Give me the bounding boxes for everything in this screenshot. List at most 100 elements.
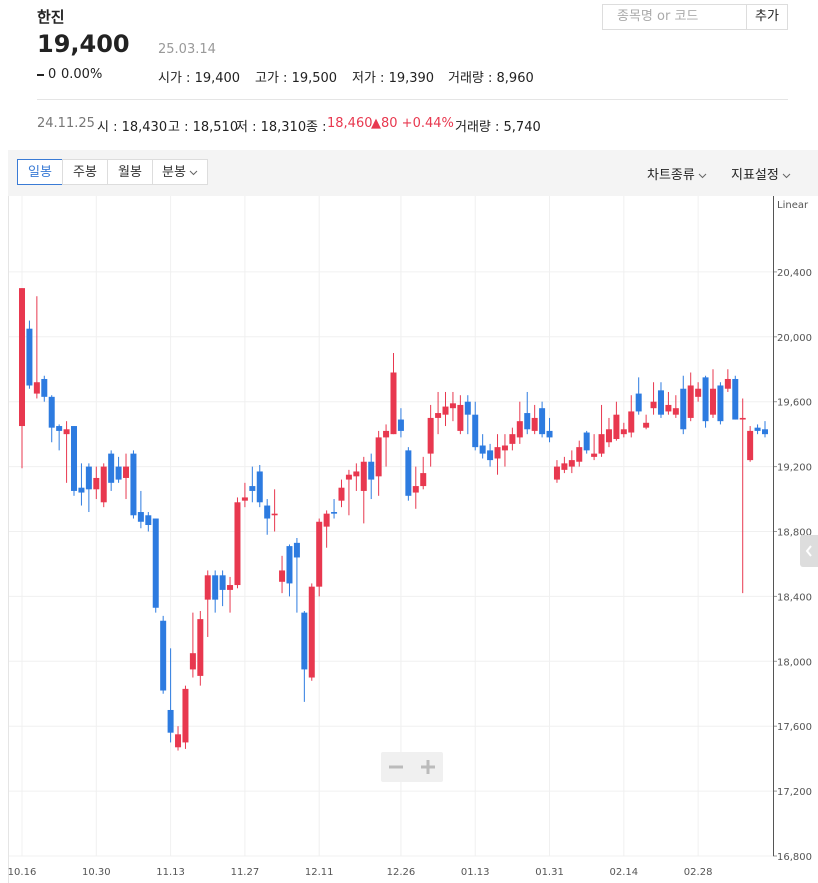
x-tick-label: 02.28 bbox=[684, 867, 713, 878]
flat-icon bbox=[37, 74, 44, 76]
candle-body bbox=[345, 474, 352, 480]
period-button[interactable]: 일봉 bbox=[17, 159, 63, 185]
candle-body bbox=[279, 570, 286, 582]
candle-body bbox=[353, 471, 360, 477]
x-tick-label: 11.13 bbox=[156, 867, 185, 878]
x-tick-label: 01.13 bbox=[461, 867, 490, 878]
chevron bbox=[189, 170, 198, 176]
candle-body bbox=[739, 417, 746, 420]
candle-body bbox=[56, 426, 63, 431]
scale-label: Linear bbox=[777, 200, 809, 211]
candle-body bbox=[19, 288, 25, 427]
chevron bbox=[698, 173, 707, 179]
date: 25.03.14 bbox=[158, 42, 216, 57]
x-tick-label: 10.30 bbox=[82, 867, 111, 878]
candle-body bbox=[620, 429, 627, 435]
candle-body bbox=[479, 445, 486, 454]
y-tick-label: 19,600 bbox=[777, 398, 812, 409]
candle-body bbox=[368, 461, 375, 480]
candle-body bbox=[598, 434, 605, 454]
y-tick-label: 20,400 bbox=[777, 268, 812, 279]
candle-body bbox=[308, 586, 315, 678]
stat: 고가 : 19,500 bbox=[255, 71, 338, 86]
candle-body bbox=[323, 513, 330, 527]
candle-body bbox=[286, 546, 293, 584]
candle-body bbox=[591, 453, 598, 457]
candle-body bbox=[583, 432, 590, 451]
change-pct: 0.00% bbox=[61, 67, 103, 82]
candle-body bbox=[657, 390, 664, 415]
candle-body bbox=[576, 447, 583, 462]
candle-body bbox=[375, 437, 382, 477]
candle-body bbox=[78, 487, 85, 493]
search-input[interactable]: 종목명 or 코드 bbox=[602, 4, 747, 30]
candle-body bbox=[435, 413, 442, 418]
label: 차트종류 bbox=[647, 168, 695, 183]
candle-body bbox=[568, 460, 575, 467]
candle-body bbox=[680, 388, 687, 430]
candle-body bbox=[494, 447, 501, 459]
candle-body bbox=[390, 372, 397, 435]
candle-body bbox=[175, 734, 182, 748]
candle-body bbox=[531, 417, 538, 431]
candle-body bbox=[539, 408, 546, 435]
candle-body bbox=[405, 450, 412, 496]
candle-body bbox=[160, 620, 167, 691]
y-tick-label: 18,800 bbox=[777, 528, 812, 539]
candle-body bbox=[472, 414, 479, 448]
candle-body bbox=[152, 518, 159, 608]
x-tick-label: 10.16 bbox=[8, 867, 37, 878]
candle-body bbox=[123, 466, 130, 478]
candle-body bbox=[643, 422, 650, 428]
add-button[interactable]: 추가 bbox=[747, 4, 788, 30]
candle-body bbox=[747, 430, 754, 461]
info-close: 18,460 bbox=[327, 116, 373, 131]
arrow bbox=[805, 545, 812, 557]
side-tab[interactable] bbox=[800, 535, 818, 567]
candle-body bbox=[754, 427, 761, 431]
candle-body bbox=[85, 466, 92, 490]
zoom-control bbox=[381, 752, 443, 782]
candle-body bbox=[665, 404, 672, 412]
chart: Linear 16,800 17,200 17,600 18,000 18,400 18,… bbox=[8, 196, 812, 883]
chart-type-menu[interactable]: 차트종류 bbox=[647, 164, 707, 183]
x-tick-label: 12.26 bbox=[387, 867, 416, 878]
candle-body bbox=[301, 612, 308, 670]
period-button[interactable]: 주봉 bbox=[62, 159, 108, 185]
candle-body bbox=[509, 434, 516, 444]
stat: 거래량 : 8,960 bbox=[448, 71, 534, 86]
candle-body bbox=[219, 575, 226, 590]
candle-body bbox=[204, 575, 211, 600]
candle-body bbox=[256, 471, 263, 503]
candle-body bbox=[650, 401, 657, 409]
candle-body bbox=[762, 429, 768, 435]
candle-body bbox=[33, 382, 40, 394]
candle-body bbox=[732, 378, 739, 420]
candle-body bbox=[264, 505, 271, 519]
x-tick-label: 02.14 bbox=[610, 867, 639, 878]
label: 지표설정 bbox=[731, 168, 779, 183]
stock-name: 한진 bbox=[37, 8, 65, 26]
candle-body bbox=[137, 512, 144, 522]
candle-body bbox=[464, 401, 471, 415]
candle-body bbox=[383, 430, 390, 438]
candle-body bbox=[717, 385, 724, 422]
x-tick-label: 11.27 bbox=[231, 867, 260, 878]
candle-body bbox=[397, 419, 404, 431]
candle-body bbox=[93, 477, 100, 490]
candle-body bbox=[63, 429, 70, 435]
y-tick-label: 17,600 bbox=[777, 722, 812, 733]
candle-body bbox=[249, 486, 256, 491]
period-button[interactable]: 월봉 bbox=[107, 159, 153, 185]
chevron bbox=[782, 173, 791, 179]
candle-body bbox=[702, 377, 709, 422]
candle-body bbox=[553, 466, 560, 480]
indicator-menu[interactable]: 지표설정 bbox=[731, 164, 791, 183]
candle-body bbox=[687, 385, 694, 418]
stat: 저가 : 19,390 bbox=[352, 71, 435, 86]
candle-body bbox=[561, 463, 568, 470]
candle-body bbox=[100, 466, 107, 503]
period-button[interactable]: 분봉 bbox=[152, 159, 208, 185]
change: 0 bbox=[48, 67, 57, 82]
info-volume: 거래량 : 5,740 bbox=[455, 120, 541, 135]
